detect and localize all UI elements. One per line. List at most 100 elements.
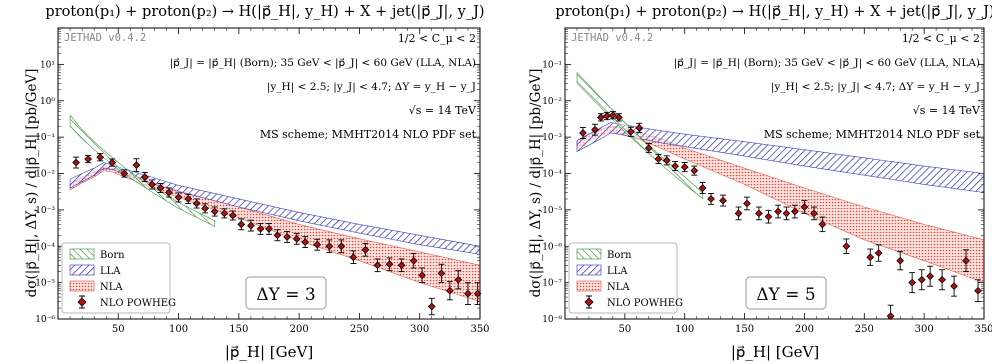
data-point — [301, 238, 310, 246]
svg-text:dσ(|p⃗_H|, ΔY, s) / d|p⃗_H| [: dσ(|p⃗_H|, ΔY, s) / d|p⃗_H| [pb/GeV] — [24, 69, 40, 298]
data-point — [908, 278, 917, 287]
legend-label-born: Born — [100, 250, 125, 261]
legend: Born LLA NLA NLO POWHEG — [61, 242, 176, 314]
data-point — [265, 225, 273, 233]
data-point — [626, 127, 635, 136]
plot-area: 10⁻⁸ 10⁻⁷ 10⁻⁶ 10⁻⁵ 10⁻⁴ 10⁻³ 10⁻² 10⁻¹ 50 100 150… — [542, 28, 992, 335]
data-point — [635, 123, 644, 132]
data-point — [201, 204, 209, 213]
y-tick-label: 10⁻⁴ — [542, 170, 562, 180]
legend-swatch-lla — [69, 264, 95, 276]
svg-text:dσ(|p⃗_H|, ΔY, s) / d|p⃗_H| [: dσ(|p⃗_H|, ΔY, s) / d|p⃗_H| [pb/GeV] — [528, 69, 544, 298]
data-point — [926, 272, 934, 281]
data-point — [140, 173, 149, 181]
data-point — [165, 188, 173, 197]
band-born — [576, 71, 704, 200]
data-point — [108, 158, 117, 167]
data-point — [237, 220, 246, 229]
chart-title: proton(p₁) + proton(p₂) → H(|p⃗_H|, y_H)… — [555, 4, 992, 20]
x-tick-label: 50 — [618, 324, 631, 335]
y-tick-label: 10⁻⁶ — [35, 315, 55, 325]
annotation-cuts: |p⃗_J| = |p⃗_H| (Born); 35 GeV < |p⃗_J| … — [170, 57, 476, 70]
data-point — [591, 125, 599, 134]
x-tick-label: 250 — [855, 324, 874, 335]
data-point — [842, 242, 851, 251]
legend-label-nla: NLA — [607, 282, 630, 293]
y-tick-label: 10⁻⁸ — [542, 315, 562, 325]
data-point — [349, 253, 358, 262]
legend: Born LLA NLA NLO POWHEG — [568, 242, 683, 314]
panel-label: ΔY = 5 — [756, 285, 815, 305]
data-point — [755, 209, 763, 218]
data-point — [810, 209, 818, 218]
data-point — [644, 144, 653, 152]
annotation-scale: 1/2 < C_μ < 2 — [902, 32, 980, 45]
x-tick-label: 100 — [169, 324, 188, 335]
data-point — [292, 234, 301, 243]
y-tick-label: 10⁻⁵ — [542, 206, 562, 216]
legend-swatch-born — [576, 248, 602, 260]
panel-left: proton(p₁) + proton(p₂) → H(|p⃗_H|, y_H)… — [24, 4, 490, 361]
band-born — [69, 114, 215, 227]
legend-swatch-lla — [576, 264, 602, 276]
annotation-rapidity: |y_H| < 2.5; |y_J| < 4.7; ΔY = y_H − y_J — [771, 81, 980, 94]
data-point — [361, 245, 370, 254]
y-tick-label: 10⁻¹ — [542, 60, 562, 70]
data-point — [597, 113, 605, 122]
panel-label: ΔY = 3 — [256, 285, 315, 305]
data-point — [228, 211, 237, 220]
data-point — [734, 209, 743, 218]
legend-label-powheg: NLO POWHEG — [100, 298, 176, 309]
data-point — [418, 271, 426, 280]
x-tick-label: 100 — [675, 324, 694, 335]
data-point — [409, 256, 418, 265]
panel-label-box: ΔY = 5 — [745, 276, 827, 310]
data-point — [917, 275, 926, 284]
data-point — [671, 162, 680, 170]
y-tick-label: 10⁻³ — [542, 133, 562, 143]
x-tick-label: 300 — [410, 324, 429, 335]
y-tick-label: 10⁰ — [40, 97, 55, 107]
legend-marker-diamond — [77, 297, 87, 307]
data-point — [743, 199, 751, 208]
y-tick-label: 10⁻² — [542, 97, 562, 107]
watermark: JETHAD v0.4.2 — [64, 32, 146, 44]
data-point — [184, 195, 193, 203]
chart-title: proton(p₁) + proton(p₂) → H(|p⃗_H|, y_H)… — [45, 4, 484, 20]
data-point — [148, 180, 156, 189]
y-tick-label: 10¹ — [40, 60, 55, 70]
data-point — [654, 155, 663, 163]
legend-swatch-born — [69, 248, 95, 260]
x-tick-label: 350 — [470, 324, 489, 335]
y-tick-label: 10⁻³ — [35, 206, 55, 216]
data-point — [896, 256, 905, 265]
data-point — [247, 221, 255, 230]
data-point — [397, 261, 406, 270]
panel-label-frame — [245, 276, 327, 310]
panel-right: proton(p₁) + proton(p₂) → H(|p⃗_H|, y_H)… — [528, 4, 992, 361]
y-tick-label: 10⁻¹ — [35, 133, 55, 143]
legend-swatch-nla — [69, 280, 95, 292]
data-point — [698, 184, 707, 192]
data-point — [72, 158, 80, 167]
data-point — [454, 275, 463, 284]
data-point — [680, 163, 689, 171]
x-axis-label: |p⃗_H| [GeV] — [731, 343, 819, 361]
data-point — [662, 156, 671, 165]
y-tick-label: 10⁻⁷ — [542, 279, 562, 289]
data-point — [615, 113, 623, 122]
data-point — [800, 203, 809, 211]
data-point — [874, 249, 883, 257]
legend-frame — [568, 242, 678, 314]
data-point — [325, 242, 334, 251]
panel-label-box: ΔY = 3 — [245, 276, 327, 310]
data-point — [192, 199, 201, 208]
legend-swatch-nla — [576, 280, 602, 292]
data-point — [774, 207, 782, 216]
data-point — [437, 269, 446, 278]
legend-label-lla: LLA — [100, 266, 121, 277]
plot-frame — [57, 27, 481, 320]
data-point — [132, 161, 141, 169]
y-tick-label: 10⁻⁵ — [35, 279, 55, 289]
